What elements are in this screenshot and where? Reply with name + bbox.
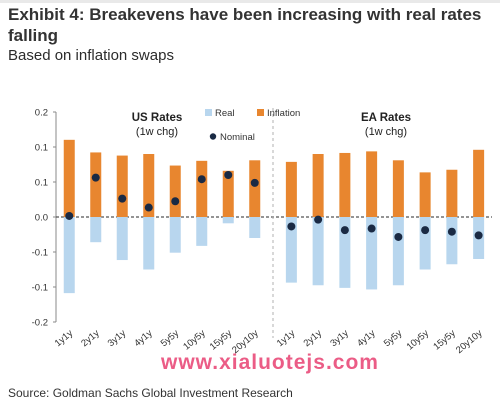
legend-swatch-inflation bbox=[257, 109, 264, 116]
real-bar bbox=[196, 217, 208, 246]
nominal-dot bbox=[367, 224, 376, 233]
real-bar bbox=[446, 217, 458, 265]
nominal-dot bbox=[287, 222, 296, 231]
source-note: Source: Goldman Sachs Global Investment … bbox=[8, 386, 293, 400]
nominal-dot bbox=[340, 226, 349, 235]
real-bar bbox=[339, 217, 351, 288]
nominal-dot bbox=[144, 203, 153, 212]
x-tick-label: 10y5y bbox=[181, 328, 208, 353]
nominal-dot bbox=[65, 211, 74, 220]
nominal-dot bbox=[118, 194, 127, 203]
panel-title-ea: EA Rates bbox=[361, 112, 411, 124]
legend-label-nominal: Nominal bbox=[220, 132, 255, 143]
x-tick-label: 20y10y bbox=[454, 328, 485, 356]
real-bar bbox=[392, 217, 404, 286]
inflation-bar bbox=[339, 152, 351, 217]
x-tick-label: 1y1y bbox=[53, 328, 76, 349]
inflation-bar bbox=[222, 170, 234, 217]
legend-label-real: Real bbox=[215, 108, 235, 119]
real-bar bbox=[63, 217, 75, 294]
real-bar bbox=[312, 217, 324, 286]
panel-subtitle-ea: (1w chg) bbox=[365, 126, 407, 138]
inflation-bar bbox=[446, 169, 458, 217]
inflation-bar bbox=[312, 154, 324, 217]
x-tick-label: 10y5y bbox=[405, 328, 432, 353]
nominal-dot bbox=[314, 215, 323, 224]
real-bar bbox=[143, 217, 155, 270]
x-tick-label: 4y1y bbox=[355, 328, 378, 349]
y-tick-label: -0.1 bbox=[32, 283, 48, 294]
x-tick-label: 5y5y bbox=[382, 328, 405, 349]
real-bar bbox=[366, 217, 378, 290]
real-bar bbox=[169, 217, 181, 253]
y-tick-label: 0.1 bbox=[35, 178, 48, 189]
inflation-bar bbox=[473, 149, 485, 217]
y-tick-label: -0.2 bbox=[32, 318, 48, 329]
inflation-bar bbox=[196, 160, 208, 217]
inflation-bar bbox=[285, 161, 297, 217]
inflation-bar bbox=[392, 160, 404, 217]
x-tick-label: 1y1y bbox=[275, 328, 298, 349]
nominal-dot bbox=[171, 197, 180, 206]
x-tick-label: 3y1y bbox=[328, 328, 351, 349]
inflation-bar bbox=[90, 152, 102, 217]
panel-title-us: US Rates bbox=[132, 112, 183, 124]
y-tick-label: -0.1 bbox=[32, 248, 48, 259]
real-bar bbox=[285, 217, 297, 283]
y-tick-label: 0.0 bbox=[35, 213, 48, 224]
inflation-bar bbox=[116, 155, 128, 217]
inflation-bar bbox=[143, 154, 155, 217]
inflation-bar bbox=[63, 139, 75, 217]
inflation-bar bbox=[249, 160, 261, 217]
x-tick-label: 2y1y bbox=[79, 328, 102, 349]
real-bar bbox=[419, 217, 431, 270]
nominal-dot bbox=[394, 232, 403, 241]
watermark-text: www.xialuotejs.com bbox=[161, 351, 379, 374]
inflation-bar bbox=[169, 165, 181, 217]
nominal-dot bbox=[447, 227, 456, 236]
nominal-dot bbox=[91, 173, 100, 182]
x-tick-label: 4y1y bbox=[132, 328, 155, 349]
x-tick-label: 3y1y bbox=[106, 328, 129, 349]
inflation-bar bbox=[419, 172, 431, 217]
legend-label-inflation: Inflation bbox=[267, 108, 300, 119]
x-tick-label: 2y1y bbox=[302, 328, 325, 349]
top-rule bbox=[0, 0, 500, 3]
exhibit-title: Exhibit 4: Breakevens have been increasi… bbox=[8, 5, 482, 45]
real-bar bbox=[249, 217, 261, 238]
real-bar bbox=[116, 217, 128, 261]
real-bar bbox=[222, 217, 234, 224]
nominal-dot bbox=[421, 226, 430, 235]
y-tick-label: 0.2 bbox=[35, 108, 48, 119]
inflation-bar bbox=[366, 151, 378, 217]
panel-subtitle-us: (1w chg) bbox=[136, 126, 178, 138]
real-bar bbox=[90, 217, 102, 243]
nominal-dot bbox=[474, 231, 483, 240]
nominal-dot bbox=[250, 178, 259, 187]
nominal-dot bbox=[224, 171, 233, 179]
nominal-dot bbox=[197, 175, 206, 184]
y-tick-label: 0.1 bbox=[35, 143, 48, 154]
exhibit-subtitle: Based on inflation swaps bbox=[8, 47, 174, 64]
legend-swatch-real bbox=[205, 109, 212, 116]
legend-swatch-nominal bbox=[209, 133, 217, 140]
x-tick-label: 5y5y bbox=[159, 328, 182, 349]
